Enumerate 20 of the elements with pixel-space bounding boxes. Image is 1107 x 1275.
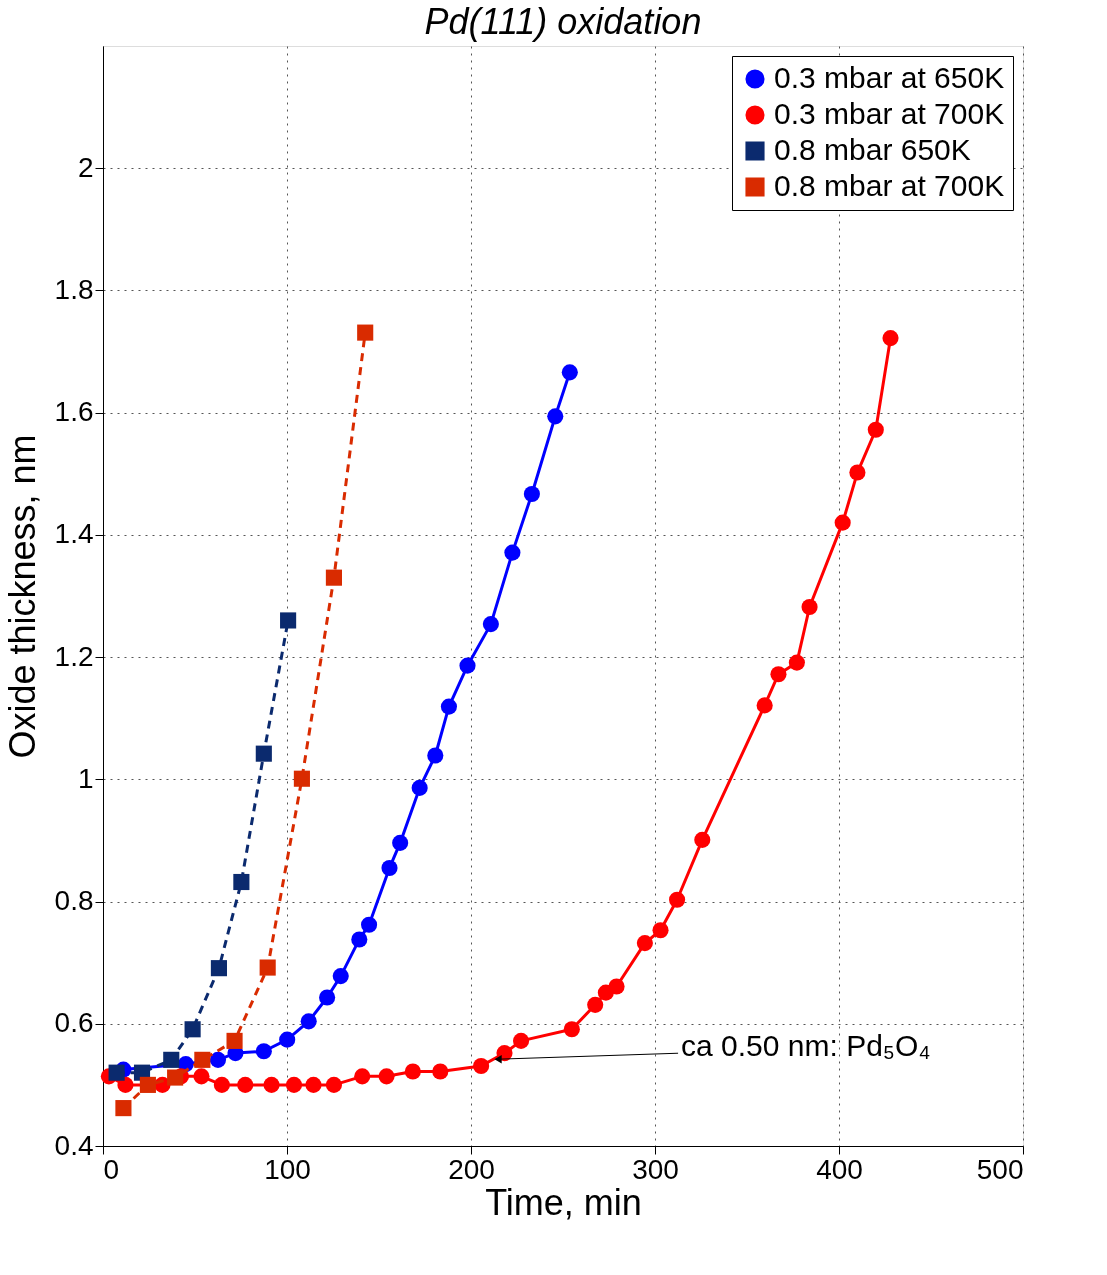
y-tick-label: 0.8 — [54, 885, 94, 917]
chart-title: Pd(111) oxidation — [424, 1, 702, 42]
legend-label: 0.8 mbar 650K — [774, 133, 971, 166]
x-tick-label: 500 — [976, 1153, 1024, 1185]
legend-label: 0.8 mbar at 700K — [774, 169, 1005, 202]
x-tick-label: 100 — [264, 1153, 311, 1185]
annotation: ca 0.50 nm: Pd₅O₄ — [681, 1029, 931, 1063]
y-tick-label: 0.4 — [54, 1129, 94, 1161]
y-tick-label: 1.4 — [54, 518, 94, 550]
y-tick-label: 2 — [77, 151, 94, 183]
x-tick-label: 400 — [816, 1153, 863, 1185]
y-axis-title: Oxide thickness, nm — [1, 434, 43, 759]
y-tick-label: 1.2 — [54, 640, 94, 672]
legend-label: 0.3 mbar at 650K — [774, 61, 1005, 94]
y-tick-label: 1 — [77, 762, 94, 794]
x-tick-label: 0 — [103, 1153, 120, 1185]
legend-label: 0.3 mbar at 700K — [774, 97, 1005, 130]
y-tick-label: 1.6 — [54, 396, 94, 428]
y-tick-label: 1.8 — [54, 273, 94, 305]
y-tick-label: 0.6 — [54, 1007, 94, 1039]
